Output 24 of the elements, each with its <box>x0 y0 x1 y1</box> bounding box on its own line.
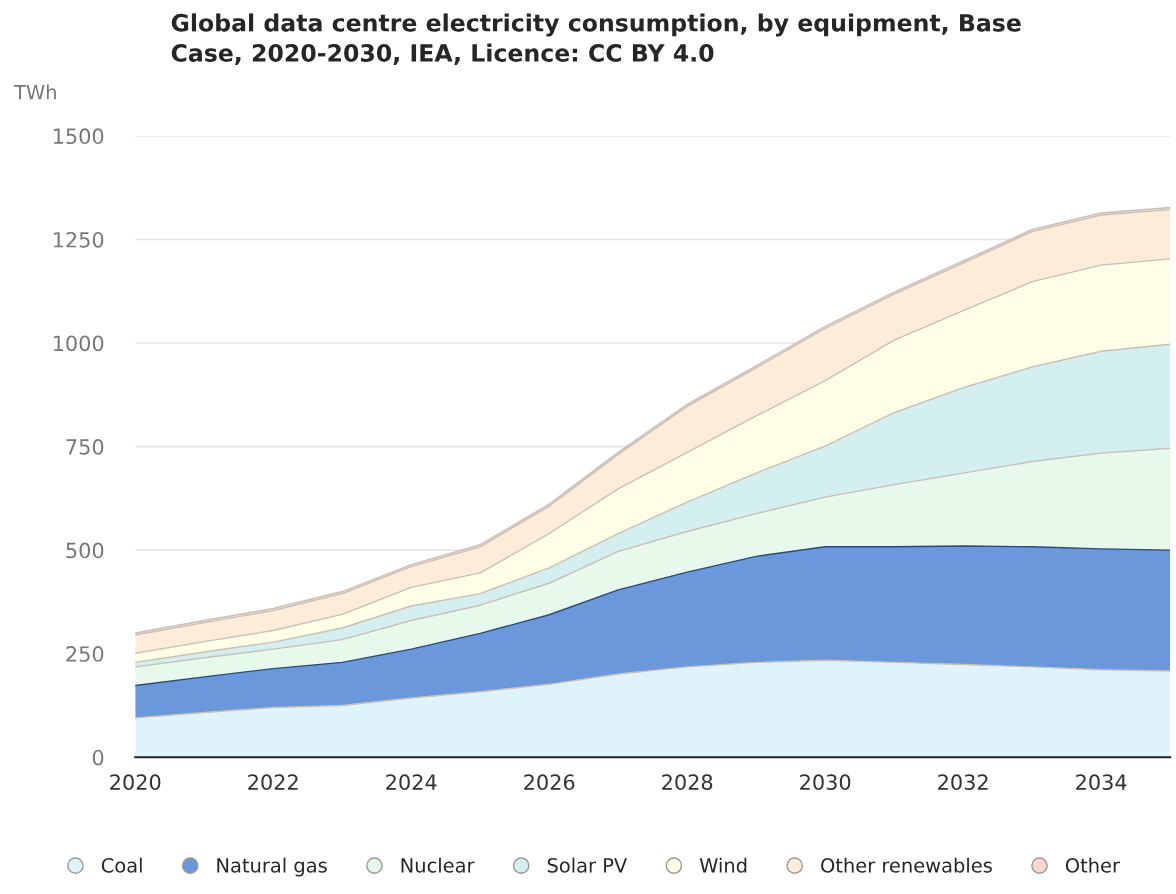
x-tick-label: 2028 <box>662 774 713 791</box>
y-tick-label: 0 <box>92 749 104 766</box>
legend-label: Wind <box>699 857 747 873</box>
x-tick-label: 2026 <box>524 774 575 791</box>
x-tick-label: 2022 <box>248 774 298 791</box>
y-tick-label: 1250 <box>53 231 104 248</box>
y-tick-label: 250 <box>66 646 104 662</box>
legend-label: Other renewables <box>821 857 992 873</box>
y-tick-label: 500 <box>66 542 104 559</box>
legend-label: Other <box>1065 857 1120 873</box>
y-tick-label: 750 <box>66 439 104 455</box>
x-tick-label: 2030 <box>800 774 851 791</box>
legend-label: Solar PV <box>547 857 628 873</box>
x-tick-label: 2034 <box>1076 774 1127 791</box>
x-tick-label: 2020 <box>110 774 161 791</box>
legend-label: Nuclear <box>401 857 475 873</box>
y-axis-title: TWh <box>14 84 56 100</box>
legend-label: Natural gas <box>217 857 327 877</box>
chart-title: Global data centre electricity consumption, by equipment, Base Case, 2020-2030, IEA, Licence: CC BY 4.0 <box>171 13 1021 65</box>
x-tick-label: 2032 <box>938 774 988 791</box>
y-tick-label: 1500 <box>53 128 104 145</box>
legend-label: Coal <box>101 857 142 873</box>
x-tick-label: 2024 <box>386 774 437 791</box>
y-tick-label: 1000 <box>53 335 104 352</box>
